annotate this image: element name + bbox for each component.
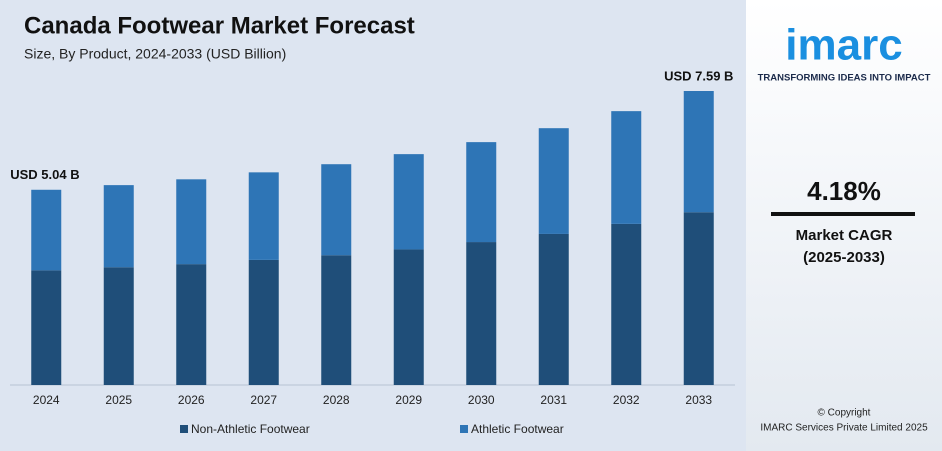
bar-segment xyxy=(103,185,134,268)
x-tick-label: 2029 xyxy=(395,393,422,407)
x-tick-label: 2024 xyxy=(33,393,60,407)
bar-segment xyxy=(393,154,424,250)
divider xyxy=(771,212,915,216)
bar-segment xyxy=(538,128,569,234)
annotation: USD 7.59 B xyxy=(664,68,733,83)
x-tick-label: 2028 xyxy=(323,393,350,407)
bar-segment xyxy=(538,233,569,385)
x-tick-label: 2026 xyxy=(178,393,205,407)
bar-segment xyxy=(466,142,497,243)
x-tick-label: 2025 xyxy=(105,393,132,407)
bar-segment xyxy=(321,255,352,385)
x-tick-label: 2032 xyxy=(613,393,640,407)
x-tick-label: 2027 xyxy=(250,393,277,407)
chart-title: Canada Footwear Market Forecast xyxy=(24,12,415,39)
bar-segment xyxy=(248,259,279,385)
cagr-period: (2025-2033) xyxy=(803,249,885,266)
chart-subtitle: Size, By Product, 2024-2033 (USD Billion… xyxy=(24,46,286,62)
annotation: USD 5.04 B xyxy=(10,167,79,182)
x-tick-label: 2030 xyxy=(468,393,495,407)
legend-label: Non-Athletic Footwear xyxy=(191,422,310,436)
cagr-value: 4.18% xyxy=(807,176,881,206)
x-tick-label: 2033 xyxy=(685,393,712,407)
bar-segment xyxy=(31,270,62,385)
company: IMARC Services Private Limited 2025 xyxy=(760,423,928,434)
legend-swatch xyxy=(180,425,188,433)
copyright: © Copyright xyxy=(818,408,871,419)
bar-segment xyxy=(611,111,642,224)
bar-segment xyxy=(248,172,279,260)
legend-swatch xyxy=(460,425,468,433)
cagr-label: Market CAGR xyxy=(796,227,893,244)
bar-segment xyxy=(683,91,714,213)
bar-segment xyxy=(31,189,62,271)
tagline: TRANSFORMING IDEAS INTO IMPACT xyxy=(758,73,931,84)
bar-segment xyxy=(176,179,207,265)
bar-segment xyxy=(103,267,134,385)
bar-segment xyxy=(683,212,714,385)
bar-segment xyxy=(176,264,207,385)
x-tick-label: 2031 xyxy=(540,393,567,407)
bar-segment xyxy=(466,242,497,385)
logo: imarc xyxy=(785,21,902,70)
bar-segment xyxy=(393,249,424,385)
sidebar-background xyxy=(746,0,942,451)
legend-label: Athletic Footwear xyxy=(471,422,564,436)
bar-segment xyxy=(321,164,352,256)
bar-segment xyxy=(611,223,642,385)
